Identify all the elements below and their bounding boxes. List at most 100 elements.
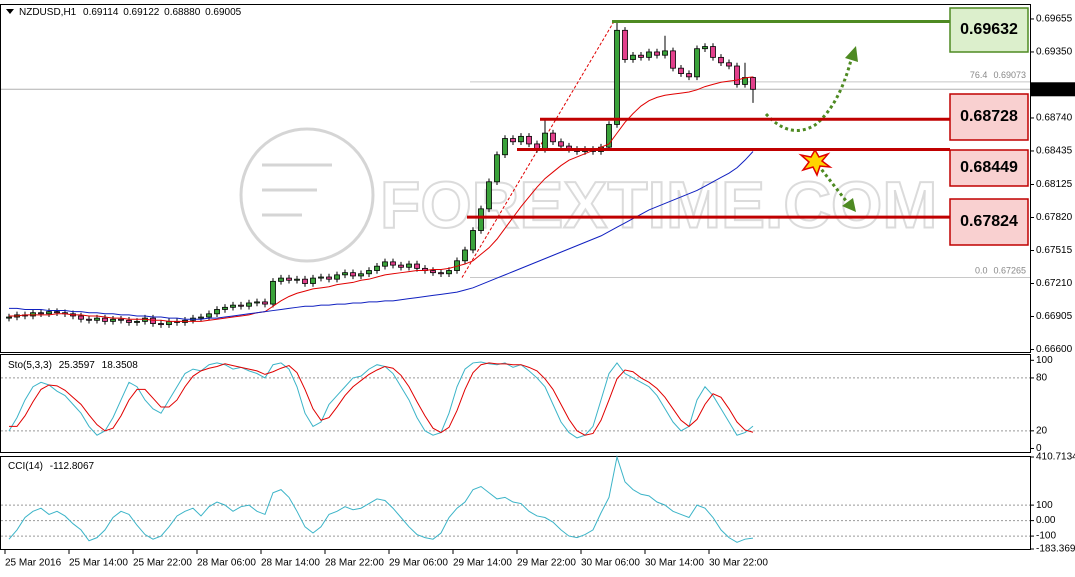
y-tick-label: 0.66600 xyxy=(1036,344,1073,355)
candle-body xyxy=(270,280,276,305)
candle-body xyxy=(214,309,220,315)
arrow-head xyxy=(842,198,856,212)
candle-body xyxy=(358,273,364,277)
indicator-line xyxy=(9,362,754,436)
x-tick-label: 28 Mar 06:00 xyxy=(197,558,256,569)
candle-body xyxy=(622,29,628,60)
fib-price: 0.67265 xyxy=(993,266,1026,276)
x-tick-label: 29 Mar 14:00 xyxy=(453,558,512,569)
y-tick-label: 0.68125 xyxy=(1036,179,1073,190)
candle-body xyxy=(118,318,124,321)
candle-body xyxy=(246,302,252,307)
candle-body xyxy=(686,73,692,78)
cci-value: -112.8067 xyxy=(50,461,95,472)
candle-body xyxy=(414,263,420,269)
candle-body xyxy=(710,46,716,58)
candle-body xyxy=(134,320,140,323)
x-tick-label: 25 Mar 22:00 xyxy=(133,558,192,569)
candle-body xyxy=(694,48,700,78)
y-tick-label: -183.3693 xyxy=(1036,544,1075,555)
candle-body xyxy=(526,135,532,145)
y-tick-label: 0.68740 xyxy=(1036,113,1073,124)
level-box xyxy=(949,7,1029,53)
candle-body xyxy=(542,132,548,150)
x-tick-label: 30 Mar 22:00 xyxy=(709,558,768,569)
stoch-title: Sto(5,3,3) xyxy=(8,360,52,371)
candle-body xyxy=(478,208,484,231)
candle-body xyxy=(366,270,372,275)
candle-body xyxy=(390,261,396,266)
candle-body xyxy=(678,67,684,74)
y-tick-label: 100 xyxy=(1036,355,1053,366)
candle-body xyxy=(646,51,652,58)
moving-average xyxy=(9,151,754,320)
header-high: 0.69122 xyxy=(123,7,160,18)
candle-body xyxy=(38,312,44,315)
candle-body xyxy=(614,29,620,125)
candle-body xyxy=(550,132,556,143)
forecast-arrows xyxy=(764,55,854,207)
candle-body xyxy=(638,54,644,58)
panel-frames xyxy=(0,4,1031,550)
x-tick-label: 30 Mar 14:00 xyxy=(645,558,704,569)
indicator-line xyxy=(8,455,754,543)
candle-body xyxy=(302,278,308,284)
candle-body xyxy=(6,316,12,319)
candle-body xyxy=(206,313,212,318)
breakout-burst xyxy=(798,148,833,177)
candle-body xyxy=(94,317,100,321)
y-tick-label: 0.66905 xyxy=(1036,311,1073,322)
candle-body xyxy=(126,319,132,323)
candle-body xyxy=(382,261,388,267)
level-label: 0.68728 xyxy=(960,108,1018,125)
candle-body xyxy=(310,277,316,284)
candle-body xyxy=(230,304,236,308)
candle-body xyxy=(726,62,732,67)
stoch-main-value: 25.3597 xyxy=(59,360,96,371)
candle-body xyxy=(158,323,164,326)
candle-body xyxy=(374,265,380,271)
level-label: 0.68449 xyxy=(960,159,1018,176)
fib-level: 0.0 xyxy=(975,266,988,276)
candle-body xyxy=(502,138,508,156)
candle-body xyxy=(702,46,708,50)
level-box xyxy=(949,93,1029,141)
arrow-head xyxy=(845,46,858,62)
y-tick-label: 0.67820 xyxy=(1036,212,1073,223)
y-tick-label: 100 xyxy=(1036,500,1053,511)
x-tick-label: 30 Mar 06:00 xyxy=(581,558,640,569)
y-tick-label: 0.69350 xyxy=(1036,47,1073,58)
y-tick-label: 0.67210 xyxy=(1036,278,1073,289)
stoch-header: Sto(5,3,3) 25.3597 18.3508 xyxy=(8,360,138,371)
candle-body xyxy=(102,317,108,322)
candle-body xyxy=(326,276,332,280)
x-tick-label: 28 Mar 14:00 xyxy=(261,558,320,569)
candle-body xyxy=(446,270,452,275)
candle-body xyxy=(238,304,244,307)
y-tick-label: 0 xyxy=(1036,443,1042,454)
candle-body xyxy=(150,317,156,324)
candle-body xyxy=(30,312,36,317)
candle-body xyxy=(342,272,348,276)
candle-body xyxy=(606,124,612,148)
level-label: 0.69632 xyxy=(960,21,1018,38)
x-tick-label: 29 Mar 22:00 xyxy=(517,558,576,569)
candle-body xyxy=(110,318,116,322)
candle-body xyxy=(254,301,260,304)
candle-body xyxy=(222,306,228,310)
fib-price: 0.69073 xyxy=(993,70,1026,80)
candle-body xyxy=(294,278,300,281)
stoch-signal-value: 18.3508 xyxy=(102,360,139,371)
candle-body xyxy=(334,274,340,280)
candle-body xyxy=(718,56,724,64)
candle-body xyxy=(262,301,268,305)
fib-label: 0.0 0.67265 xyxy=(975,266,1026,276)
y-tick-label: 0.69655 xyxy=(1036,14,1073,25)
candle-body xyxy=(350,272,356,277)
header-open: 0.69114 xyxy=(83,7,119,18)
menu-triangle xyxy=(6,9,14,14)
fib-label: 76.4 0.69073 xyxy=(970,70,1026,80)
watermark-logo xyxy=(239,127,375,263)
